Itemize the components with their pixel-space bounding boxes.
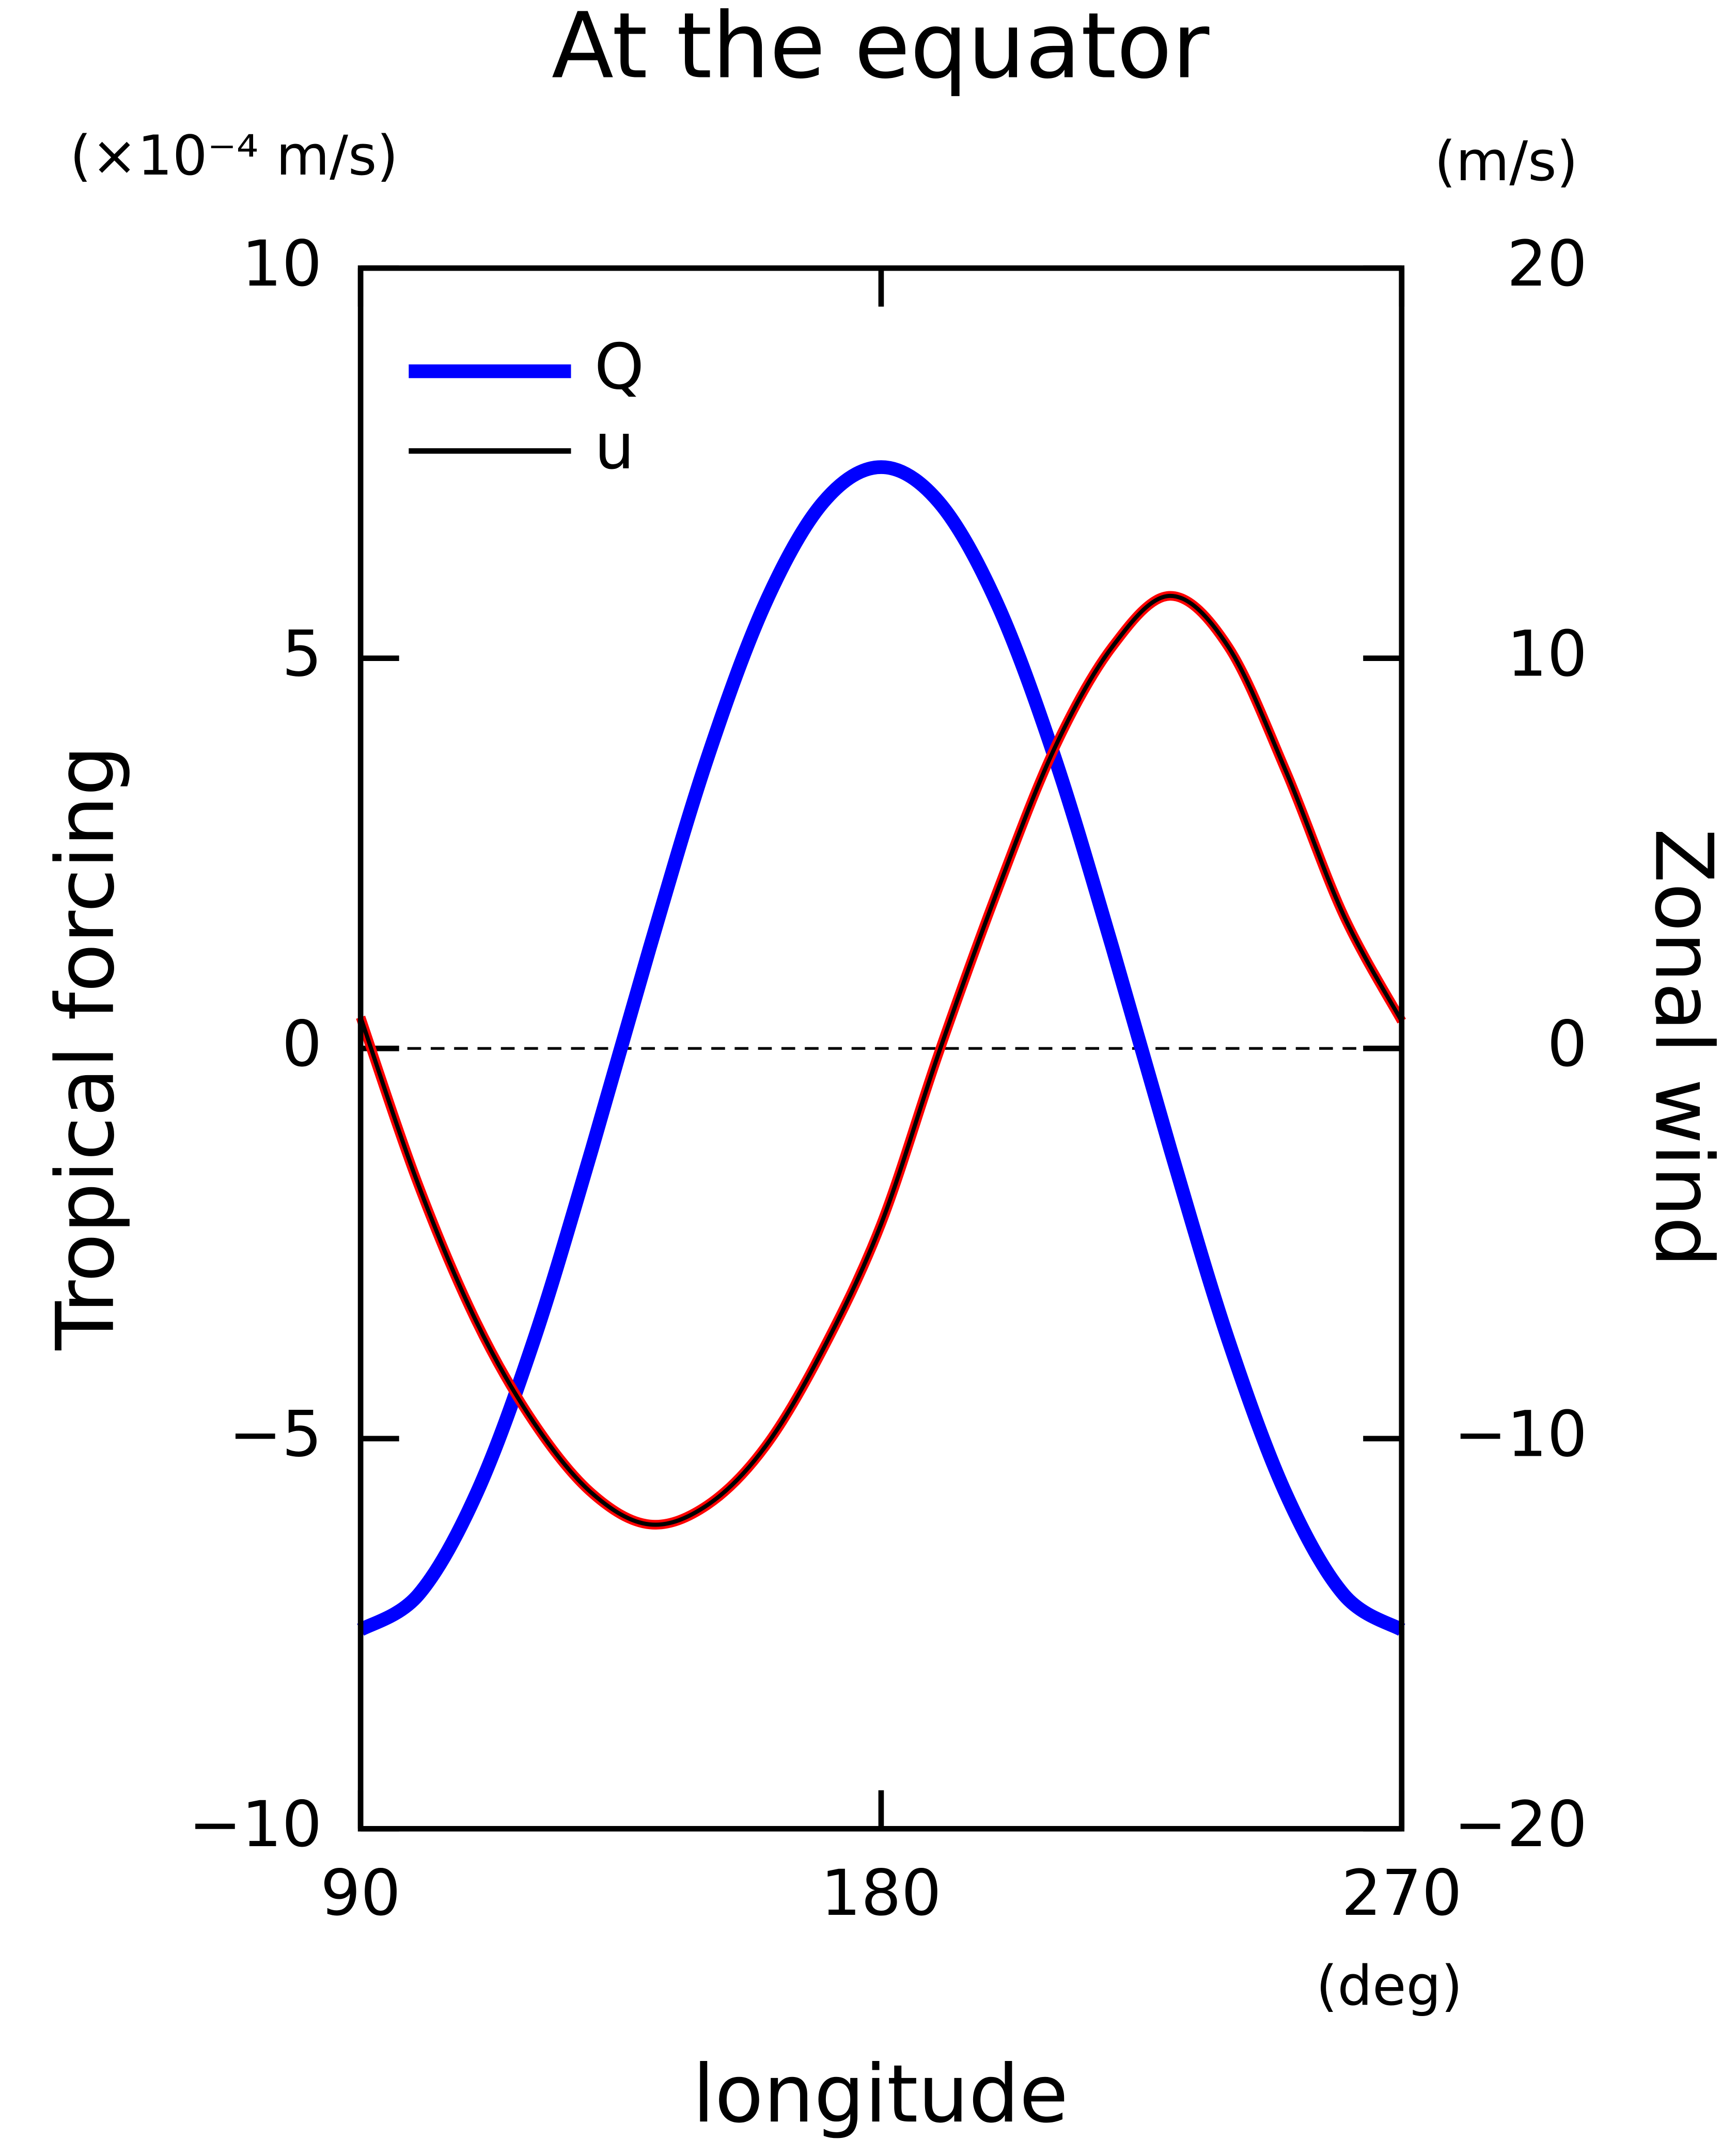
y2-unit: (m/s) xyxy=(1434,130,1578,194)
y2-tick-label: 20 xyxy=(1507,227,1587,301)
y2-tick-label: 0 xyxy=(1547,1007,1587,1081)
y2-tick-label: −10 xyxy=(1454,1397,1587,1471)
y-tick-label: 5 xyxy=(282,617,322,690)
x-tick-label: 270 xyxy=(1341,1856,1462,1930)
plot-frame xyxy=(357,265,1405,1832)
legend-label: Q xyxy=(594,330,644,404)
line xyxy=(357,460,1405,1636)
y2-tick-label: −20 xyxy=(1454,1787,1587,1861)
legend-label: u xyxy=(594,410,635,483)
y-tick-label: −10 xyxy=(189,1787,322,1861)
x-label: longitude xyxy=(693,2048,1069,2141)
y-tick-label: −5 xyxy=(229,1397,322,1471)
x-tick-label: 90 xyxy=(320,1856,401,1930)
y2-label: Zonal wind xyxy=(1637,828,1721,1267)
x-unit: (deg) xyxy=(1316,1954,1463,2018)
y-label: Tropical forcing xyxy=(40,745,132,1350)
x-tick-label: 180 xyxy=(821,1856,942,1930)
line xyxy=(358,593,1404,1527)
y-unit: (×10⁻⁴ m/s) xyxy=(70,124,398,188)
y-tick-label: 10 xyxy=(242,227,322,301)
y-tick-label: 0 xyxy=(282,1007,322,1081)
chart-title: At the equator xyxy=(552,0,1210,99)
y2-tick-label: 10 xyxy=(1507,617,1587,690)
